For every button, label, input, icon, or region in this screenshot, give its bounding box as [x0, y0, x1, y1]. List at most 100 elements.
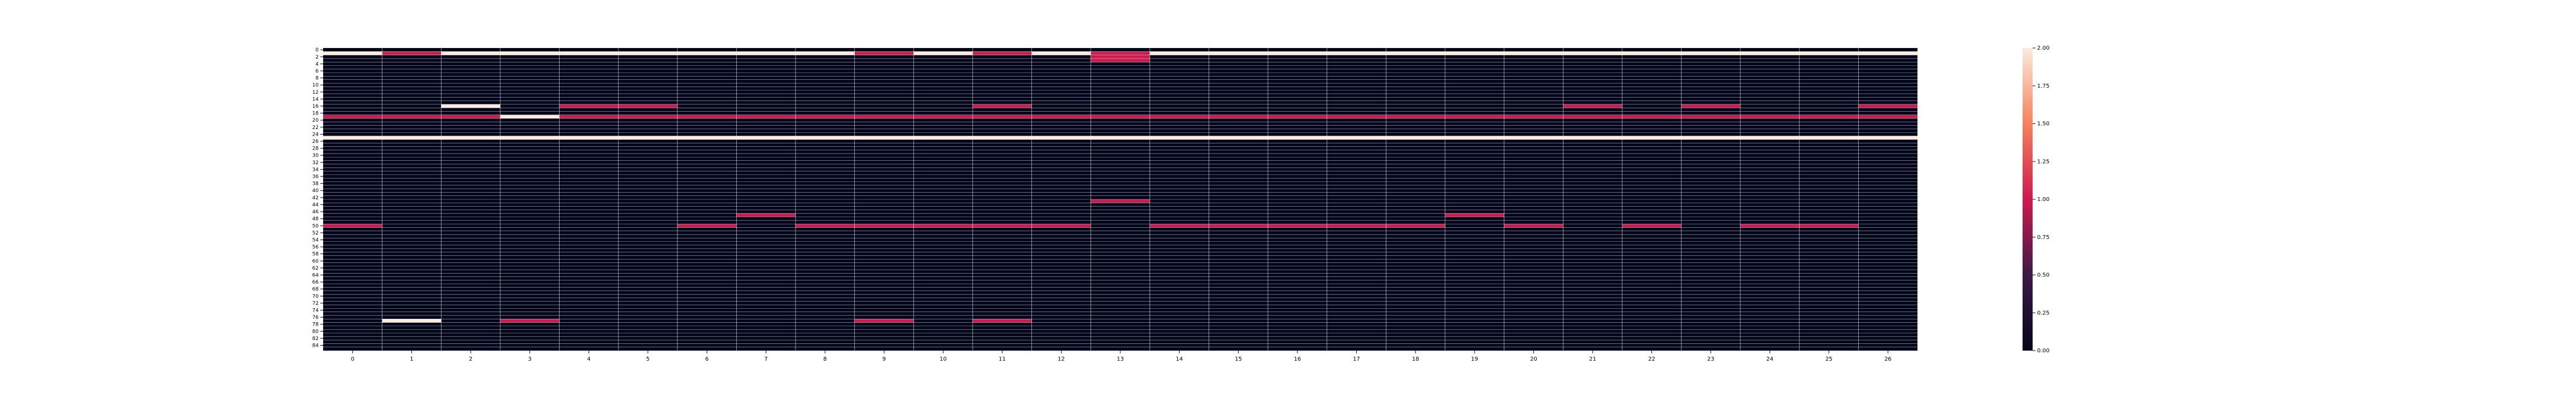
- x-tick-label: 2: [469, 356, 472, 362]
- colorbar-tick-label: 1.25: [2037, 159, 2049, 165]
- heatmap-cell: [854, 224, 914, 228]
- y-tick-label: 12: [312, 90, 319, 95]
- heatmap-cell: [795, 224, 855, 228]
- y-tick-label: 0: [315, 47, 319, 53]
- heatmap-cell: [795, 114, 855, 119]
- heatmap-cell: [1681, 136, 1741, 140]
- x-tick-label: 22: [1648, 356, 1655, 362]
- y-tick-label: 58: [312, 252, 319, 257]
- heatmap-cell: [500, 319, 560, 323]
- y-tick-label: 10: [312, 83, 319, 88]
- heatmap-cell: [677, 114, 737, 119]
- x-tick-label: 20: [1530, 356, 1537, 362]
- y-tick-label: 50: [312, 223, 319, 229]
- heatmap-cell: [1149, 224, 1209, 228]
- heatmap-cell: [618, 136, 678, 140]
- x-tick-label: 26: [1884, 356, 1892, 362]
- y-tick-label: 6: [315, 69, 319, 74]
- heatmap-cell: [736, 136, 796, 140]
- x-tick-label: 0: [351, 356, 354, 362]
- heatmap-cell: [1031, 114, 1091, 119]
- heatmap-cell: [1268, 51, 1327, 55]
- heatmap-cell: [1091, 55, 1150, 59]
- heatmap-cell: [913, 136, 973, 140]
- heatmap-cell: [323, 51, 382, 55]
- y-tick-label: 4: [315, 61, 319, 67]
- y-tick-label: 68: [312, 287, 319, 293]
- heatmap-cell: [1445, 114, 1504, 119]
- y-tick-label: 36: [312, 174, 319, 180]
- heatmap-cell: [1563, 104, 1622, 108]
- heatmap-cell: [1740, 51, 1800, 55]
- x-tick-label: 13: [1117, 356, 1124, 362]
- heatmap-cell: [1799, 51, 1859, 55]
- heatmap-cell: [1445, 213, 1504, 217]
- colorbar-tick-label: 1.50: [2037, 121, 2049, 127]
- heatmap-cell: [795, 51, 855, 55]
- x-axis: 0 1 2 3 4 5 6 7 8 9 10 11 12 13 14 15 16 17 18 19 20 21 22 23 24…: [351, 351, 1892, 362]
- heatmap-cell: [1209, 51, 1268, 55]
- heatmap-cell: [500, 51, 560, 55]
- x-tick-label: 4: [587, 356, 590, 362]
- heatmap-cell: [677, 224, 737, 228]
- heatmap-cell: [559, 136, 619, 140]
- heatmap-cell: [1799, 136, 1859, 140]
- heatmap-cell: [323, 136, 382, 140]
- heatmap-cell: [1091, 136, 1150, 140]
- heatmap-cell: [441, 136, 500, 140]
- heatmap-cell: [1563, 114, 1622, 119]
- x-tick-label: 19: [1471, 356, 1478, 362]
- heatmap-cell: [618, 114, 678, 119]
- x-tick-label: 21: [1589, 356, 1597, 362]
- heatmap-cell: [1327, 224, 1386, 228]
- heatmap-cell: [500, 114, 560, 119]
- heatmap-cell: [1031, 136, 1091, 140]
- x-tick-label: 5: [646, 356, 650, 362]
- x-tick-label: 16: [1294, 356, 1301, 362]
- y-tick-label: 56: [312, 245, 319, 250]
- y-tick-label: 30: [312, 153, 319, 159]
- heatmap-cell: [441, 104, 500, 108]
- heatmap-cell: [1268, 136, 1327, 140]
- y-tick-label: 84: [312, 343, 319, 349]
- y-tick-label: 44: [312, 202, 319, 208]
- y-tick-label: 74: [312, 308, 319, 314]
- heatmap-cell: [1858, 114, 1917, 119]
- y-tick-label: 52: [312, 231, 319, 236]
- y-tick-label: 76: [312, 315, 319, 320]
- x-tick-label: 24: [1767, 356, 1774, 362]
- colorbar-gradient: [2023, 48, 2033, 351]
- heatmap-cell: [736, 114, 796, 119]
- heatmap-cell: [1681, 51, 1741, 55]
- y-tick-label: 72: [312, 301, 319, 307]
- x-tick-label: 10: [940, 356, 947, 362]
- y-tick-label: 34: [312, 167, 319, 173]
- colorbar-tick-label: 1.00: [2037, 197, 2049, 203]
- y-tick-label: 32: [312, 160, 319, 166]
- heatmap-cell: [1268, 224, 1327, 228]
- y-tick-label: 22: [312, 125, 319, 131]
- x-tick-label: 12: [1058, 356, 1065, 362]
- heatmap-cell: [1563, 51, 1622, 55]
- heatmap-cell: [382, 136, 442, 140]
- heatmap-cell: [1681, 114, 1741, 119]
- heatmap-cell: [500, 136, 560, 140]
- heatmap-cell: [441, 51, 500, 55]
- x-tick-label: 25: [1825, 356, 1832, 362]
- y-tick-label: 26: [312, 139, 319, 145]
- heatmap-cell: [1740, 136, 1800, 140]
- heatmap-cell: [1740, 114, 1800, 119]
- heatmap-cell: [559, 104, 619, 108]
- heatmap-cell: [1091, 114, 1150, 119]
- y-tick-label: 78: [312, 322, 319, 328]
- heatmap-cell: [1445, 51, 1504, 55]
- heatmap-cell: [913, 51, 973, 55]
- heatmap-cell: [323, 224, 382, 228]
- y-tick-label: 66: [312, 280, 319, 285]
- heatmap-cell: [323, 114, 382, 119]
- heatmap-cell: [1327, 114, 1386, 119]
- heatmap-cell: [382, 114, 442, 119]
- heatmap-cell: [1327, 51, 1386, 55]
- heatmap-cell: [1622, 136, 1682, 140]
